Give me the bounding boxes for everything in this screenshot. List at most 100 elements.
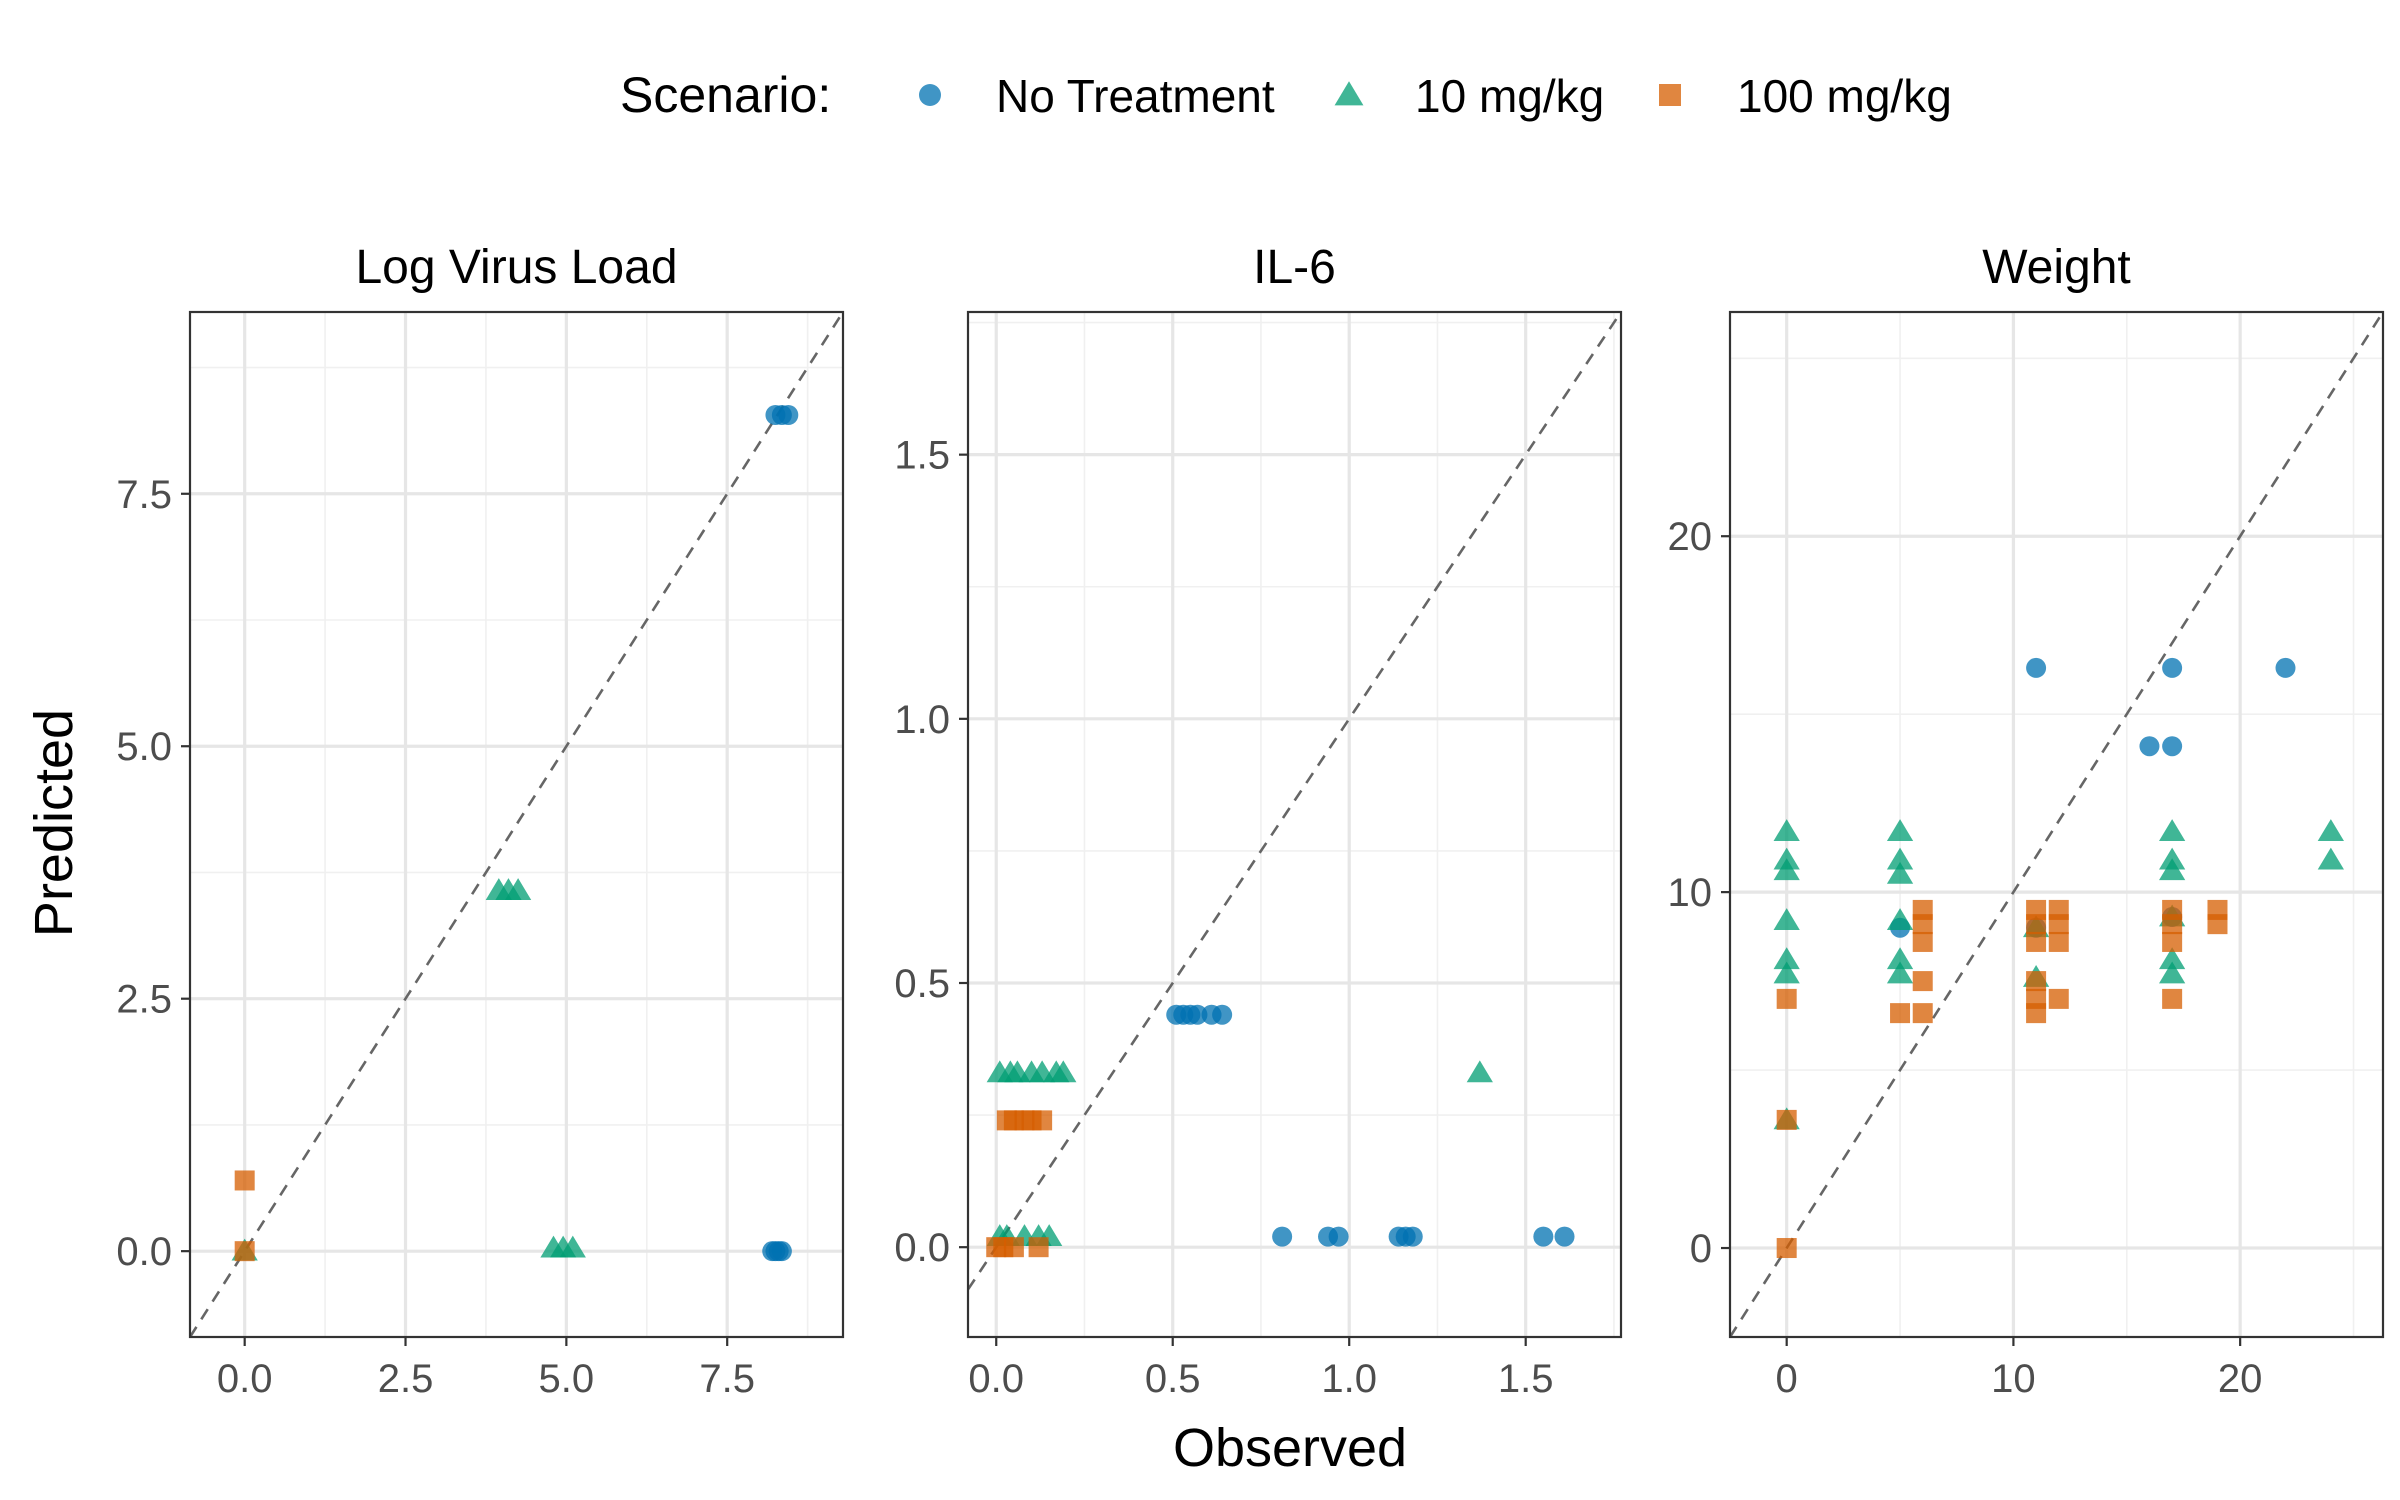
point-100-mg-kg [2048, 988, 2069, 1009]
x-tick-label: 20 [2218, 1357, 2263, 1401]
panel-border [1728, 310, 2385, 1339]
y-tick-label: 0.0 [116, 1230, 172, 1274]
y-tick-label: 7.5 [116, 473, 172, 517]
point-10-mg-kg [2317, 819, 2344, 841]
point-100-mg-kg [1912, 1003, 1933, 1024]
point-10-mg-kg [1773, 858, 1800, 881]
legend-key-10-mg-kg [1334, 81, 1364, 106]
panel-border [188, 310, 845, 1339]
gridlines [1730, 312, 2383, 1337]
y-tick-label: 1.5 [894, 434, 950, 478]
point-100-mg-kg [1890, 1003, 1911, 1024]
points [1773, 657, 2344, 1259]
point-10-mg-kg [1773, 961, 1800, 984]
panel-log-virus-load: Log Virus Load 0.0 2.5 5.0 7.5 0.0 2.5 5.0 7.5 [116, 241, 845, 1401]
legend-title: Scenario: [620, 67, 831, 123]
y-tick-label: 0 [1690, 1227, 1712, 1271]
point-no-treatment [2162, 736, 2183, 757]
point-no-treatment [778, 405, 799, 426]
point-10-mg-kg [559, 1235, 586, 1258]
point-100-mg-kg [2048, 914, 2069, 935]
point-100-mg-kg [234, 1241, 255, 1262]
y-tick-label: 1.0 [894, 698, 950, 742]
legend: Scenario: No Treatment 10 mg/kg 100 mg/kg [620, 67, 1952, 123]
point-100-mg-kg [1912, 971, 1933, 992]
point-10-mg-kg [1466, 1060, 1493, 1083]
facet-title-il-6: IL-6 [1253, 241, 1336, 294]
facet-panels: Log Virus Load 0.0 2.5 5.0 7.5 0.0 2.5 5.0 7.5 IL… [116, 241, 2385, 1401]
x-tick-label: 0.0 [968, 1357, 1024, 1401]
point-100-mg-kg [2026, 931, 2047, 952]
point-100-mg-kg [2162, 931, 2183, 952]
point-no-treatment [1554, 1226, 1575, 1247]
point-10-mg-kg [1773, 947, 1800, 970]
point-10-mg-kg [1050, 1060, 1077, 1083]
facet-title-log-virus-load: Log Virus Load [355, 241, 677, 294]
point-no-treatment [2162, 657, 2183, 678]
legend-label-100-mg-kg: 100 mg/kg [1737, 70, 1952, 122]
point-100-mg-kg [1776, 1238, 1797, 1259]
point-100-mg-kg [1912, 914, 1933, 935]
point-10-mg-kg [1773, 908, 1800, 930]
point-10-mg-kg [2159, 858, 2186, 881]
point-100-mg-kg [1032, 1110, 1053, 1131]
x-tick-label: 7.5 [699, 1357, 755, 1401]
point-10-mg-kg [1886, 819, 1914, 841]
point-no-treatment [2275, 657, 2296, 678]
point-100-mg-kg [2048, 931, 2069, 952]
identity-line [1730, 312, 2383, 1337]
identity-line [968, 312, 1621, 1291]
y-tick-label: 2.5 [116, 978, 172, 1022]
point-no-treatment [1533, 1226, 1554, 1247]
legend-key-100-mg-kg [1659, 84, 1681, 106]
point-10-mg-kg [504, 878, 532, 901]
x-tick-label: 0.0 [217, 1357, 273, 1401]
legend-label-10-mg-kg: 10 mg/kg [1415, 70, 1604, 122]
point-100-mg-kg [1912, 931, 1933, 952]
point-100-mg-kg [1028, 1237, 1049, 1258]
point-100-mg-kg [2026, 1003, 2047, 1024]
facet-title-weight: Weight [1982, 241, 2131, 294]
point-no-treatment [1402, 1226, 1423, 1247]
panel-weight: Weight 0 10 20 0 10 20 [1668, 241, 2385, 1401]
point-10-mg-kg [1886, 847, 1914, 870]
point-100-mg-kg [2162, 988, 2183, 1009]
panel-border [966, 310, 1623, 1339]
point-100-mg-kg [2207, 914, 2228, 935]
point-100-mg-kg [1003, 1237, 1024, 1258]
x-tick-label: 1.0 [1321, 1357, 1377, 1401]
point-no-treatment [1328, 1226, 1349, 1247]
panel-background [968, 312, 1621, 1337]
point-10-mg-kg [2159, 947, 2186, 970]
point-no-treatment [1212, 1004, 1233, 1025]
point-100-mg-kg [2026, 914, 2047, 935]
gridlines [190, 312, 843, 1337]
point-10-mg-kg [2159, 961, 2186, 984]
y-tick-label: 0.0 [894, 1226, 950, 1270]
point-10-mg-kg [1886, 961, 1914, 984]
point-10-mg-kg [1886, 947, 1914, 970]
x-tick-label: 2.5 [378, 1357, 434, 1401]
point-100-mg-kg [234, 1170, 255, 1191]
legend-label-no-treatment: No Treatment [996, 70, 1275, 122]
points [986, 1004, 1575, 1258]
point-10-mg-kg [2159, 819, 2186, 841]
y-tick-label: 20 [1668, 515, 1713, 559]
point-100-mg-kg [1776, 988, 1797, 1009]
x-tick-label: 10 [1991, 1357, 2036, 1401]
y-axis-title: Predicted [24, 709, 84, 937]
x-tick-label: 5.0 [539, 1357, 595, 1401]
y-tick-label: 10 [1668, 871, 1713, 915]
point-10-mg-kg [1773, 819, 1800, 841]
point-100-mg-kg [1776, 1109, 1797, 1130]
y-tick-label: 5.0 [116, 725, 172, 769]
x-axis-title: Observed [1173, 1418, 1407, 1478]
point-no-treatment [1187, 1004, 1208, 1025]
legend-key-no-treatment [919, 84, 941, 106]
point-no-treatment [2026, 657, 2047, 678]
gridlines [968, 312, 1621, 1337]
x-tick-label: 0.5 [1145, 1357, 1201, 1401]
points [231, 405, 799, 1262]
point-10-mg-kg [1886, 861, 1914, 884]
